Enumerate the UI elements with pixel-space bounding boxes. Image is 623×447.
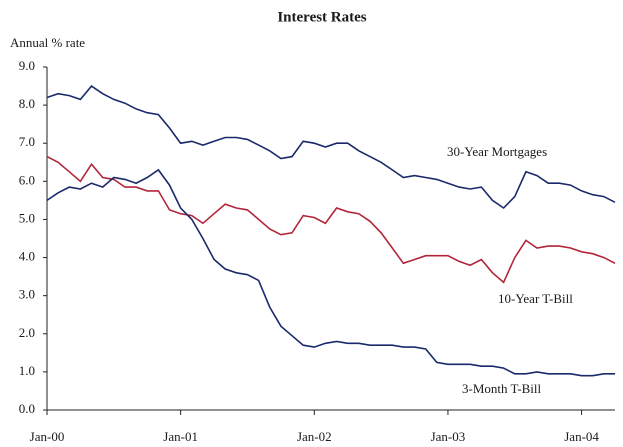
series-line: [46, 85, 616, 210]
series-label: 30-Year Mortgages: [447, 144, 547, 159]
x-tick-label: Jan-02: [297, 429, 332, 444]
chart-title: Interest Rates: [277, 9, 366, 25]
y-tick-label: 4.0: [19, 249, 35, 264]
y-tick-label: 9.0: [19, 58, 35, 73]
x-tick-label: Jan-00: [30, 429, 65, 444]
x-tick-label: Jan-04: [564, 429, 599, 444]
series-label: 3-Month T-Bill: [462, 381, 541, 396]
y-tick-label: 1.0: [19, 363, 35, 378]
y-axis-label: Annual % rate: [10, 35, 85, 50]
x-tick-label: Jan-01: [163, 429, 198, 444]
x-tick-label: Jan-03: [431, 429, 466, 444]
y-tick-label: 3.0: [19, 287, 35, 302]
series-line: [46, 168, 615, 377]
y-tick-label: 8.0: [19, 96, 35, 111]
y-tick-label: 5.0: [19, 210, 35, 225]
y-tick-label: 2.0: [19, 325, 35, 340]
series-line: [46, 155, 616, 284]
y-tick-label: 7.0: [19, 134, 35, 149]
y-tick-label: 0.0: [19, 401, 35, 416]
y-tick-label: 6.0: [19, 172, 35, 187]
series-label: 10-Year T-Bill: [498, 291, 573, 306]
